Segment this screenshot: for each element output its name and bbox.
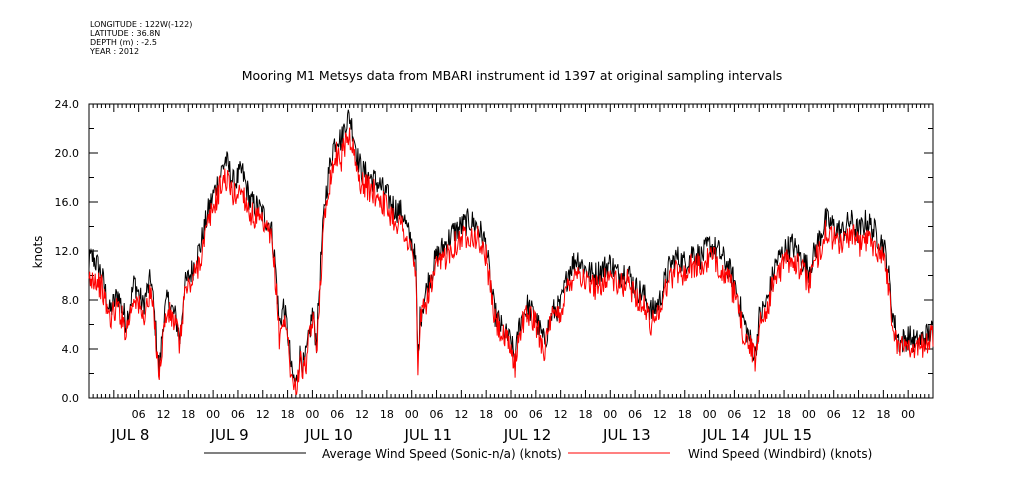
x-tick-label: 12 [454,408,468,421]
chart-title: Mooring M1 Metsys data from MBARI instru… [242,68,783,83]
y-axis-label: knots [31,236,45,269]
year-label: YEAR : 2012 [90,47,140,56]
series-line-average-wind [88,109,934,384]
x-tick-label: 00 [504,408,518,421]
x-tick-label: 18 [777,408,791,421]
y-tick-label: 20.0 [55,147,80,160]
plot-frame [88,103,934,399]
x-tick-label: 00 [405,408,419,421]
longitude-label: LONGITUDE : 122W(-122) [90,20,193,29]
x-day-label: JUL 15 [763,426,812,444]
x-tick-label: 12 [355,408,369,421]
x-tick-label: 06 [132,408,146,421]
y-tick-label: 8.0 [62,294,80,307]
x-tick-label: 06 [827,408,841,421]
x-tick-label: 00 [206,408,220,421]
x-tick-label: 06 [727,408,741,421]
y-tick-label: 0.0 [62,392,80,405]
x-tick-label: 06 [430,408,444,421]
y-axis: 0.0 4.0 8.0 12.0 16.0 20.0 24.0 [55,98,933,405]
x-tick-label: 06 [330,408,344,421]
y-tick-label: 16.0 [55,196,80,209]
x-tick-label: 00 [703,408,717,421]
metadata-block: LONGITUDE : 122W(-122) LATITUDE : 36.8N … [90,20,192,56]
x-axis: 06 12 18 00 06 12 18 00 06 12 18 00 06 12 18 00 06 12 18 00… [88,104,934,444]
plot-border [88,103,934,399]
x-tick-label: 18 [876,408,890,421]
x-tick-label: 18 [281,408,295,421]
x-tick-label: 06 [628,408,642,421]
x-tick-label: 18 [380,408,394,421]
x-tick-label: 12 [653,408,667,421]
latitude-label: LATITUDE : 36.8N [90,29,161,38]
x-tick-label: 06 [529,408,543,421]
depth-label: DEPTH (m) : -2.5 [90,38,157,47]
y-tick-label: 24.0 [55,98,80,111]
legend: Average Wind Speed (Sonic-n/a) (knots) W… [204,447,872,461]
x-tick-label: 18 [181,408,195,421]
x-tick-label: 18 [479,408,493,421]
x-day-label: JUL 11 [403,426,452,444]
legend-label-average-wind: Average Wind Speed (Sonic-n/a) (knots) [322,447,562,461]
x-day-label: JUL 9 [210,426,249,444]
series-line-windbird [88,127,934,395]
x-tick-label: 12 [156,408,170,421]
x-tick-label: 18 [678,408,692,421]
y-tick-label: 12.0 [55,245,80,258]
x-tick-label: 12 [554,408,568,421]
x-tick-label: 00 [901,408,915,421]
x-day-label: JUL 12 [503,426,552,444]
x-tick-label: 00 [603,408,617,421]
x-tick-label: 12 [752,408,766,421]
legend-label-windbird: Wind Speed (Windbird) (knots) [688,447,872,461]
x-tick-label: 06 [231,408,245,421]
series-layer [88,109,934,395]
x-tick-label: 18 [578,408,592,421]
y-tick-label: 4.0 [62,343,80,356]
x-tick-label: 00 [305,408,319,421]
x-day-label: JUL 10 [304,426,353,444]
x-day-label: JUL 13 [602,426,651,444]
x-tick-label: 12 [852,408,866,421]
x-day-label: JUL 8 [110,426,149,444]
x-tick-label: 00 [802,408,816,421]
x-tick-label: 12 [256,408,270,421]
x-day-label: JUL 14 [701,426,750,444]
